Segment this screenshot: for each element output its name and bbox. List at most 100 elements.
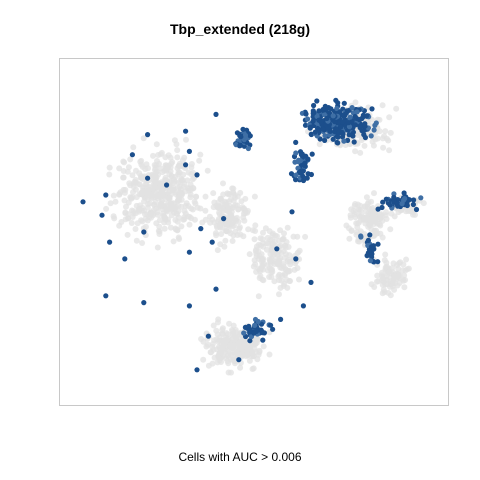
- background-cell-point: [219, 331, 226, 338]
- background-cell-point: [176, 160, 183, 167]
- highlighted-cell-point: [411, 197, 417, 203]
- background-cell-point: [168, 191, 175, 198]
- background-cell-point: [142, 166, 149, 172]
- background-cell-point: [404, 266, 411, 273]
- background-cell-point: [260, 229, 266, 236]
- background-cell-point: [175, 234, 182, 241]
- background-cell-point: [174, 165, 181, 172]
- highlighted-cell-point: [328, 106, 334, 112]
- highlighted-cell-point: [322, 133, 328, 139]
- background-cell-point: [121, 197, 128, 204]
- background-cell-point: [200, 356, 207, 363]
- highlighted-cell-point: [300, 303, 306, 309]
- background-cell-point: [287, 278, 294, 284]
- highlighted-cell-point: [311, 102, 317, 109]
- highlighted-cell-point: [318, 119, 324, 125]
- highlighted-cell-point: [352, 122, 358, 128]
- background-cell-point: [184, 185, 191, 191]
- background-cell-point: [236, 224, 243, 231]
- background-cell-point: [229, 327, 235, 333]
- background-cell-point: [216, 357, 223, 364]
- background-cell-point: [225, 191, 232, 198]
- x-axis-label: Cells with AUC > 0.006: [178, 450, 302, 464]
- background-cell-point: [168, 212, 175, 219]
- background-cell-point: [202, 207, 209, 214]
- background-cell-point: [235, 206, 242, 213]
- background-cell-point: [286, 252, 293, 259]
- background-cell-point: [178, 223, 185, 230]
- background-cell-point: [186, 213, 193, 220]
- background-cell-point: [373, 230, 380, 237]
- background-cell-point: [144, 217, 151, 224]
- background-cell-point: [287, 261, 294, 268]
- background-cell-point: [383, 216, 390, 222]
- highlighted-cell-point: [338, 124, 344, 130]
- highlighted-cell-point: [379, 204, 385, 211]
- background-cell-point: [234, 345, 241, 352]
- background-cell-point: [391, 286, 398, 293]
- background-cell-point: [182, 203, 189, 209]
- background-cell-point: [183, 136, 189, 143]
- highlighted-cell-point: [356, 117, 362, 123]
- highlighted-cell-point: [288, 171, 295, 177]
- highlighted-cell-point: [346, 132, 352, 138]
- background-cell-point: [116, 165, 123, 172]
- background-cell-point: [176, 189, 183, 196]
- background-cell-point: [133, 167, 139, 174]
- highlighted-cell-point: [357, 125, 363, 131]
- highlighted-cell-point: [387, 202, 393, 208]
- background-cell-point: [277, 284, 284, 291]
- background-cell-point: [256, 252, 263, 259]
- background-cell-point: [212, 230, 219, 237]
- highlighted-cell-point: [402, 196, 408, 202]
- highlighted-cell-point: [302, 160, 308, 166]
- background-cell-point: [294, 265, 301, 272]
- background-cell-point: [269, 232, 276, 238]
- background-cell-point: [209, 344, 216, 350]
- highlighted-cells-layer: [80, 97, 424, 373]
- highlighted-cell-point: [322, 137, 328, 143]
- background-cell-point: [238, 198, 245, 205]
- background-cell-point: [168, 205, 175, 212]
- highlighted-cell-point: [293, 256, 299, 262]
- background-cell-point: [110, 192, 117, 199]
- background-cell-point: [219, 344, 226, 351]
- background-cell-point: [145, 187, 152, 194]
- background-cell-point: [420, 200, 427, 207]
- background-cell-point: [252, 222, 259, 229]
- highlighted-cell-point: [233, 142, 239, 148]
- background-cell-point: [230, 197, 237, 204]
- background-cell-point: [356, 238, 363, 245]
- background-cell-point: [383, 259, 390, 266]
- highlighted-cell-point: [260, 337, 266, 343]
- background-cell-point: [249, 366, 256, 372]
- background-cell-point: [153, 162, 160, 169]
- highlighted-cell-point: [308, 279, 314, 285]
- highlighted-cell-point: [401, 190, 407, 196]
- background-cell-point: [138, 190, 145, 197]
- background-cell-point: [410, 211, 416, 218]
- background-cell-point: [375, 278, 382, 285]
- background-cell-point: [376, 128, 383, 135]
- background-cell-point: [260, 343, 267, 350]
- background-cell-point: [163, 207, 170, 214]
- background-cell-point: [211, 219, 218, 226]
- background-cell-point: [164, 165, 171, 171]
- background-cell-point: [276, 291, 282, 298]
- background-cell-point: [116, 222, 123, 229]
- highlighted-cell-point: [322, 103, 328, 109]
- background-cell-point: [120, 168, 127, 174]
- highlighted-cell-point: [369, 106, 375, 112]
- highlighted-cell-point: [320, 126, 326, 132]
- background-cell-point: [382, 251, 389, 258]
- highlighted-cell-point: [247, 338, 253, 344]
- highlighted-cell-point: [238, 134, 244, 140]
- background-cell-point: [170, 238, 177, 245]
- highlighted-cell-point: [372, 122, 378, 128]
- background-cell-point: [387, 129, 394, 136]
- highlighted-cell-point: [371, 127, 377, 133]
- chart-title: Tbp_extended (218g): [169, 21, 311, 37]
- highlighted-cell-point: [303, 153, 309, 159]
- background-cell-point: [392, 280, 398, 287]
- background-cell-point: [302, 233, 309, 240]
